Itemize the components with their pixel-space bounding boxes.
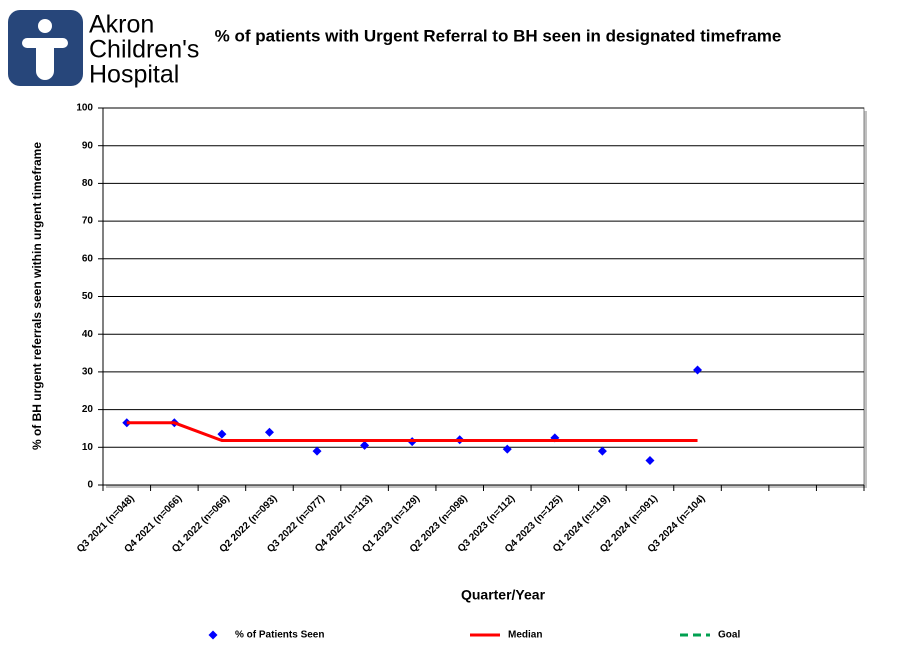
y-tick-label: 80 (82, 178, 94, 189)
logo: Akron Children's Hospital (8, 10, 199, 89)
y-tick-label: 40 (82, 329, 94, 340)
legend-marker (208, 630, 218, 640)
y-tick-label: 60 (82, 253, 94, 264)
logo-text: Children's (89, 36, 199, 64)
data-point (217, 429, 227, 439)
x-axis-label: Quarter/Year (461, 587, 546, 603)
data-point (360, 440, 370, 450)
data-point (264, 427, 274, 437)
y-tick-label: 20 (82, 404, 94, 415)
logo-body (36, 38, 54, 80)
y-tick-label: 90 (82, 140, 94, 151)
legend-label: % of Patients Seen (235, 630, 324, 641)
chart-title: % of patients with Urgent Referral to BH… (215, 26, 782, 45)
data-point (502, 444, 512, 454)
data-point (312, 446, 322, 456)
y-tick-label: 0 (87, 480, 93, 491)
logo-text: Hospital (89, 61, 179, 89)
data-point (597, 446, 607, 456)
y-tick-label: 10 (82, 442, 94, 453)
y-tick-label: 30 (82, 367, 94, 378)
y-tick-label: 70 (82, 216, 94, 227)
legend-label: Median (508, 630, 542, 641)
data-point (645, 455, 655, 465)
logo-head (38, 19, 52, 33)
data-point (693, 365, 703, 375)
legend-label: Goal (718, 630, 740, 641)
logo-text: Akron (89, 11, 154, 39)
y-tick-label: 50 (82, 291, 94, 302)
y-axis-label: % of BH urgent referrals seen within urg… (30, 142, 44, 450)
series-line (126, 421, 698, 443)
y-tick-label: 100 (76, 103, 93, 114)
